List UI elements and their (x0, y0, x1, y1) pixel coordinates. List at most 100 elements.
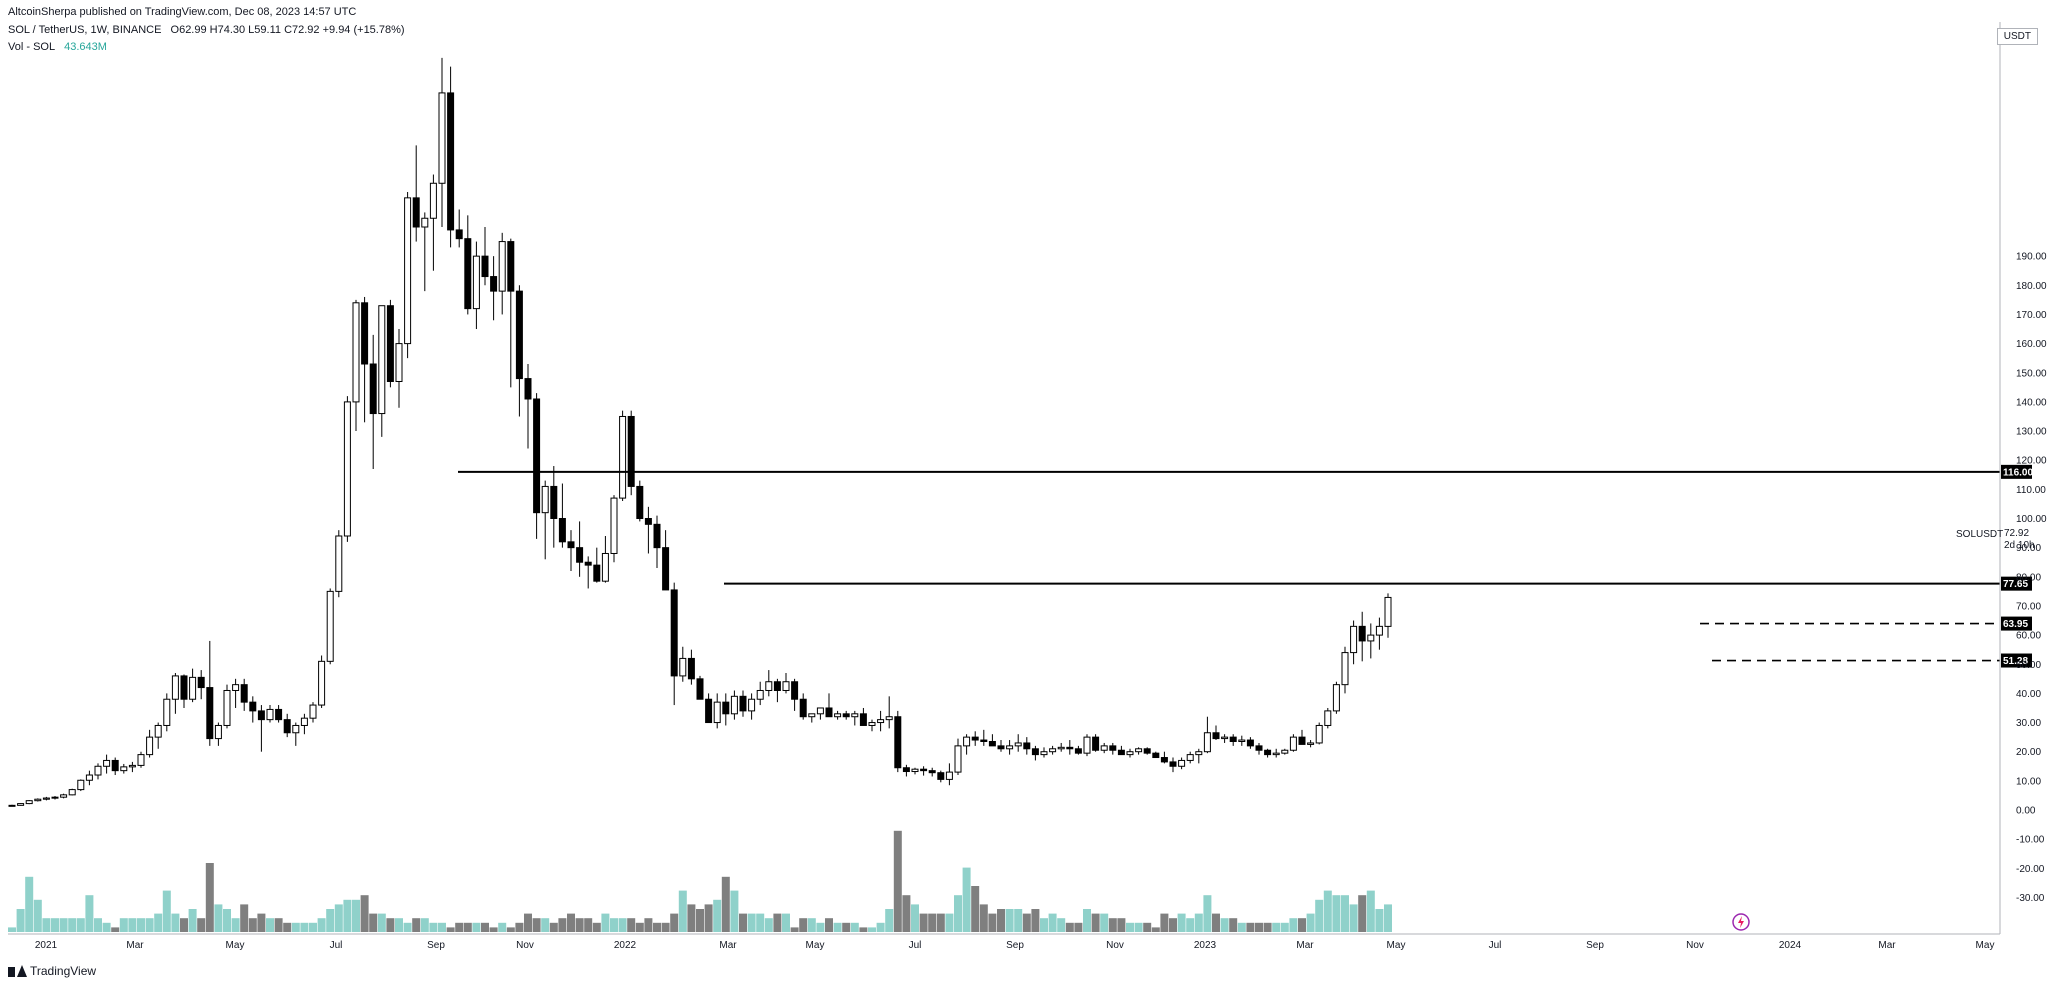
candle-body (223, 689, 231, 726)
volume-bar (971, 886, 980, 932)
volume-bar (1341, 895, 1349, 932)
volume-bar (16, 909, 25, 932)
volume-bar (472, 922, 481, 932)
volume-bar (893, 830, 902, 932)
volume-bar (1384, 904, 1392, 932)
candle-body (34, 798, 42, 802)
volume-bar (919, 913, 928, 932)
volume-bar (1065, 922, 1074, 932)
candle-body (1307, 742, 1315, 745)
candle-body (1324, 710, 1332, 726)
current-price-label: 72.92 (2004, 528, 2029, 539)
candle-body (481, 255, 489, 278)
volume-bar (145, 918, 154, 932)
candle-body (576, 547, 584, 563)
candle-body (816, 707, 824, 715)
candle-body (610, 497, 618, 554)
candle-body (404, 197, 412, 345)
candle-body (1074, 748, 1082, 754)
time-tick-label: Mar (126, 940, 144, 951)
candle-body (163, 698, 171, 726)
candle-body (378, 305, 386, 415)
candle-body (137, 754, 145, 766)
candle-body (550, 485, 558, 519)
volume-bar (360, 895, 369, 932)
candle-body (808, 713, 816, 718)
volume-bar (42, 918, 51, 932)
candle-body (197, 676, 205, 689)
time-tick-label: Jul (1489, 940, 1502, 951)
volume-bar (429, 922, 438, 932)
candle-body (447, 92, 455, 231)
volume-bar (1151, 927, 1160, 932)
volume-bar (678, 890, 687, 932)
price-tick-label: -20.00 (2016, 864, 2045, 875)
candle-body (1031, 748, 1039, 756)
level-badge-label: 116.00 (2003, 467, 2033, 478)
volume-bar (291, 922, 300, 932)
price-tick-label: 150.00 (2016, 368, 2047, 379)
price-tick-label: 170.00 (2016, 310, 2047, 321)
time-tick-label: 2022 (614, 940, 637, 951)
alert-icon[interactable] (1732, 913, 1750, 931)
candle-body (670, 589, 678, 677)
candle-body (1169, 761, 1177, 767)
candle-body (593, 564, 601, 582)
volume-bar (188, 909, 197, 932)
volume-bar (1100, 913, 1109, 932)
volume-bar (1220, 918, 1229, 932)
candle-body (1384, 596, 1392, 627)
candle-body (920, 768, 928, 772)
publisher-line: AltcoinSherpa published on TradingView.c… (8, 6, 357, 18)
volume-bar (1358, 895, 1367, 932)
price-tick-label: 190.00 (2016, 252, 2047, 263)
candle-body (335, 535, 343, 592)
candle-body (206, 687, 214, 740)
candle-body (945, 771, 953, 780)
time-axis[interactable]: 2021 Mar May Jul Sep Nov 2022 Mar May Jul Sep Nov 20… (35, 940, 1995, 951)
volume-bar (352, 899, 360, 932)
symbol-info[interactable]: SOL / TetherUS, 1W, BINANCE (8, 24, 162, 36)
candle-body (1358, 625, 1366, 642)
candle-body (911, 768, 919, 773)
volume-bar (1005, 909, 1014, 932)
volume-bar (842, 922, 851, 932)
candle-body (94, 765, 102, 776)
volume-bars (8, 830, 1392, 932)
volume-bar (1126, 922, 1134, 932)
candle-body (515, 290, 523, 380)
volume-bar (627, 918, 636, 932)
volume-bar (928, 913, 937, 932)
candle-body (1212, 732, 1220, 740)
candle-body (232, 684, 240, 691)
level-badge (2001, 653, 2032, 668)
volume-bar (1022, 913, 1031, 932)
volume-bar (764, 918, 773, 932)
price-axis[interactable]: 190.00 180.00 170.00 160.00 150.00 140.00 130.… (2016, 252, 2047, 904)
time-tick-label: May (226, 940, 245, 951)
candle-body (1066, 746, 1074, 750)
candle-body (386, 305, 394, 382)
volume-bar (876, 922, 885, 932)
volume-legend: Vol - SOL 43.643M (8, 41, 113, 53)
volume-bar (76, 918, 85, 932)
candle-body (791, 681, 799, 700)
volume-bar (1074, 922, 1083, 932)
candle-body (1289, 736, 1297, 751)
candle-body (1135, 748, 1143, 753)
volume-bar (747, 913, 756, 932)
volume-label[interactable]: Vol - SOL (8, 41, 56, 53)
volume-bar (386, 918, 395, 932)
price-tick-label: 60.00 (2016, 631, 2041, 642)
volume-bar (1014, 909, 1023, 932)
price-tick-label: 40.00 (2016, 689, 2041, 700)
volume-bar (300, 922, 309, 932)
currency-selector[interactable]: USDT (1996, 28, 2038, 45)
candle-body (885, 716, 893, 721)
volume-bar (1349, 904, 1358, 932)
volume-bar (730, 890, 739, 932)
candle-body (773, 681, 781, 691)
candle-body (300, 717, 308, 726)
volume-bar (618, 918, 627, 932)
